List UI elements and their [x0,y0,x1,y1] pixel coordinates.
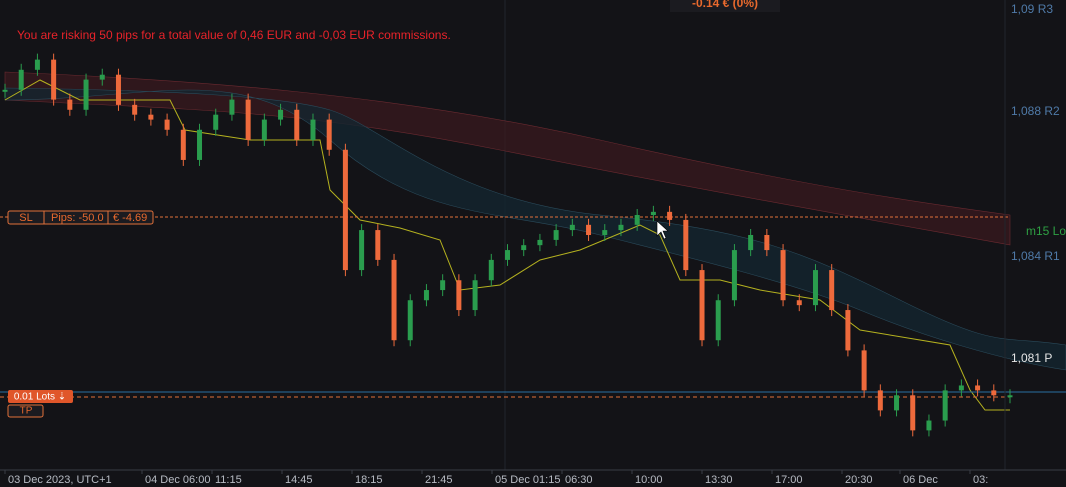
lots-box[interactable] [8,390,73,403]
time-label: 06:30 [565,474,593,486]
candle-body [602,230,608,235]
pivot-r1: 1,084 R1 [1011,249,1060,263]
candle-body [877,390,883,411]
candle-body [650,211,656,216]
pivot-r2: 1,088 R2 [1011,104,1060,118]
candle-body [618,224,624,231]
time-label: 14:45 [285,474,313,486]
tp-box[interactable] [7,404,44,418]
candle-body [423,290,429,301]
risk-message: You are risking 50 pips for a total valu… [17,28,451,42]
candle-body [537,239,543,246]
candle-body [180,129,186,160]
pnl-box [670,0,780,12]
candle-body [197,129,203,160]
candle-body [586,224,592,235]
candle-body [164,119,170,130]
candle-body [375,230,381,260]
candle-body [894,395,900,411]
candle-body [18,69,24,90]
candle-body [845,310,851,351]
pnl: -0.14 € (0%) [692,0,758,10]
candle-body [748,235,754,251]
candle-body [488,259,494,281]
candle-body [569,224,575,231]
candle-body [359,230,365,271]
candle-body [472,280,478,311]
candle-body [1007,395,1013,398]
sl-pips: Pips: -50.0 [51,212,104,224]
candle-body [67,99,73,110]
lots: 0.01 Lots ⇣ [14,392,66,403]
cursor [656,220,669,240]
time-label: 03: [973,474,988,486]
candle-body [683,219,689,271]
m15-label: m15 Lo [1026,224,1066,238]
candle-body [440,280,446,291]
candle-body [99,74,105,80]
sl-label: SL [19,212,32,224]
candle-body [83,79,89,110]
time-label: 03 Dec 2023, UTC+1 [8,474,112,486]
time-label: 21:45 [425,474,453,486]
candle-body [505,250,510,260]
candle-body [731,250,737,301]
candle-body [829,270,835,311]
candle-body [132,104,138,115]
candle-body [634,215,640,225]
pivot-p: 1,081 P [1011,351,1052,365]
candle-body [521,245,527,251]
tp: TP [20,406,33,417]
time-label: 13:30 [705,474,733,486]
time-label: 05 Dec 01:15 [495,474,560,486]
candle-body [553,230,559,240]
time-label: 04 Dec 06:00 [145,474,210,486]
candle-body [310,119,316,140]
candle-body [2,89,8,92]
time-label: 10:00 [635,474,663,486]
candle-body [780,250,786,301]
time-label: 11:15 [215,474,242,486]
candle-body [861,350,867,391]
time-label: 20:30 [845,474,873,486]
candle-body [51,59,57,100]
candle-body [942,390,948,421]
candle-body [456,280,462,311]
candle-body [326,119,332,150]
candle-body [975,385,981,391]
candle-body [812,270,818,306]
candle-body [391,259,397,341]
candle-body [342,149,348,271]
candle-body [229,99,235,115]
candles [2,53,1013,437]
candle-body [991,390,997,396]
candle-body [715,300,721,341]
candle-body [796,300,802,306]
time-label: 18:15 [355,474,383,486]
candle-body [213,114,219,130]
sl-value: € -4.69 [113,212,147,224]
candle-body [148,114,154,120]
candle-body [245,99,251,140]
candle-body [764,235,770,251]
trailing-line [4,79,1010,411]
candle-body [278,109,284,120]
candle-body [294,109,300,140]
candle-body [926,420,932,431]
candle-body [667,211,673,220]
pivot-r3: 1,09 R3 [1011,2,1053,16]
candle-body [115,74,121,105]
time-axis-labels: 03 Dec 2023, UTC+1 04 Dec 06:00 11:15 14:45… [4,470,988,486]
time-label: 06 Dec [903,474,938,486]
time-label: 17:00 [775,474,803,486]
candle-body [34,59,40,70]
candle-body [261,119,267,140]
candle-body [407,300,413,341]
candle-body [699,270,705,341]
candle-body [910,395,916,431]
candle-body [958,385,964,391]
